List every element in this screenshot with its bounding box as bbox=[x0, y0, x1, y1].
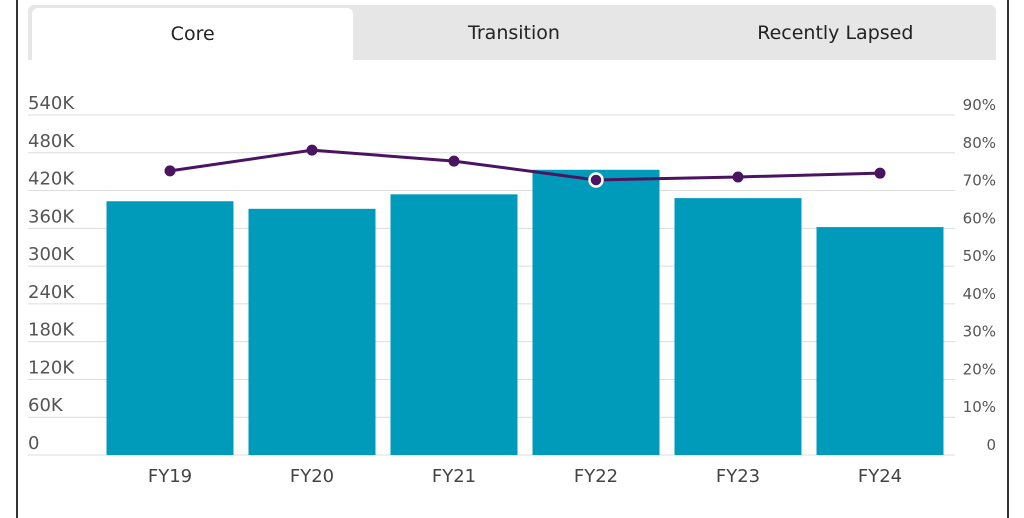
bar bbox=[106, 201, 234, 455]
line-point bbox=[732, 171, 744, 183]
right-axis-tick: 90% bbox=[963, 96, 996, 114]
left-axis-tick: 480K bbox=[28, 131, 75, 152]
right-axis-tick: 80% bbox=[963, 134, 996, 152]
right-axis-tick: 10% bbox=[963, 398, 996, 416]
chart-frame bbox=[16, 0, 1009, 518]
right-axis-tick: 40% bbox=[963, 285, 996, 303]
left-axis-tick: 540K bbox=[28, 93, 75, 114]
x-axis-tick: FY19 bbox=[148, 466, 192, 487]
x-axis-tick: FY23 bbox=[716, 466, 760, 487]
left-axis-tick: 240K bbox=[28, 282, 75, 303]
tab-core[interactable]: Core bbox=[32, 8, 354, 60]
right-axis-tick: 60% bbox=[963, 209, 996, 227]
tab-recently-lapsed[interactable]: Recently Lapsed bbox=[757, 21, 914, 44]
line-point bbox=[306, 144, 318, 156]
bar bbox=[532, 169, 660, 455]
line-series bbox=[169, 148, 881, 182]
line-point bbox=[588, 172, 604, 188]
left-axis-tick: 120K bbox=[28, 357, 75, 378]
right-axis-tick: 30% bbox=[963, 323, 996, 341]
line-point bbox=[874, 167, 886, 179]
right-axis-tick: 70% bbox=[963, 172, 996, 190]
left-axis-tick: 60K bbox=[28, 395, 64, 416]
x-axis-tick: FY20 bbox=[290, 466, 334, 487]
bar bbox=[248, 208, 376, 455]
line-point bbox=[164, 165, 176, 177]
tab-bar: Core Transition Recently Lapsed bbox=[28, 5, 996, 60]
x-axis-tick: FY22 bbox=[574, 466, 618, 487]
left-axis-tick: 300K bbox=[28, 244, 75, 265]
left-axis-tick: 360K bbox=[28, 206, 75, 227]
x-axis-tick: FY24 bbox=[858, 466, 902, 487]
bar bbox=[390, 194, 518, 456]
right-axis-tick: 20% bbox=[963, 360, 996, 378]
right-axis-tick: 0 bbox=[986, 436, 996, 454]
bar bbox=[816, 227, 944, 455]
left-axis-tick: 0 bbox=[28, 433, 39, 454]
left-axis-tick: 420K bbox=[28, 169, 75, 190]
left-axis-tick: 180K bbox=[28, 320, 75, 341]
tab-transition[interactable]: Transition bbox=[468, 21, 560, 44]
bar bbox=[674, 198, 802, 455]
x-axis-tick: FY21 bbox=[432, 466, 476, 487]
right-axis-tick: 50% bbox=[963, 247, 996, 265]
line-point bbox=[448, 155, 460, 167]
